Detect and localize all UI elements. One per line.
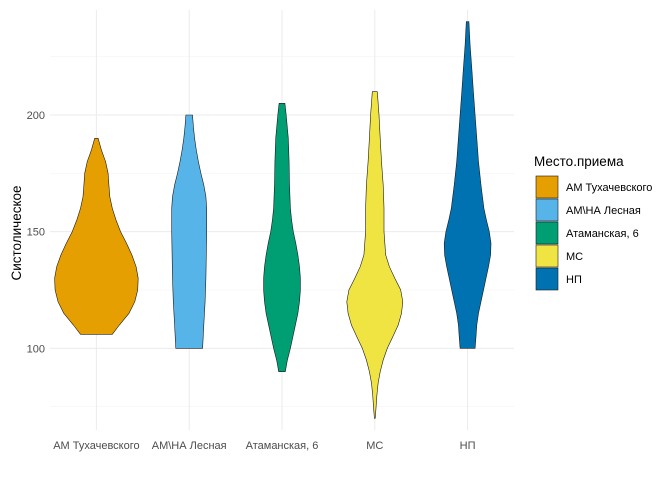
- legend-swatch: [535, 175, 559, 199]
- legend-title: Место.приема: [534, 154, 624, 169]
- legend-items: АМ Тухачевского АМ\НА Лесная Атаманская, 6…: [535, 175, 652, 291]
- y-axis-ticks: 100 150 200: [27, 110, 45, 355]
- legend-label: Атаманская, 6: [566, 228, 639, 240]
- legend-swatch: [535, 198, 559, 222]
- legend-label: МС: [566, 251, 583, 263]
- violins: [54, 21, 492, 419]
- legend: Место.приема АМ Тухачевского АМ\НА Лесная…: [534, 154, 652, 291]
- y-tick-label: 100: [27, 343, 45, 355]
- y-tick-label: 200: [27, 110, 45, 122]
- x-tick-label: АМ Тухачевского: [53, 440, 139, 452]
- legend-label: НП: [566, 274, 582, 286]
- x-tick-label: МС: [366, 440, 383, 452]
- y-axis-title: Систолическое: [9, 185, 24, 280]
- legend-swatch: [535, 221, 559, 245]
- legend-swatch: [535, 244, 559, 268]
- legend-label: АМ\НА Лесная: [566, 205, 641, 217]
- y-tick-label: 150: [27, 227, 45, 239]
- x-axis-ticks: АМ Тухачевского АМ\НА Лесная Атаманская, 6…: [53, 440, 475, 452]
- violin-2: [171, 114, 207, 349]
- legend-swatch: [535, 267, 559, 291]
- violin-4: [346, 91, 404, 419]
- x-tick-label: НП: [460, 440, 476, 452]
- violin-3: [263, 103, 301, 372]
- violin-5: [443, 21, 492, 349]
- legend-label: АМ Тухачевского: [566, 182, 652, 194]
- violin-1: [54, 138, 139, 335]
- x-tick-label: АМ\НА Лесная: [152, 440, 227, 452]
- x-tick-label: Атаманская, 6: [246, 440, 319, 452]
